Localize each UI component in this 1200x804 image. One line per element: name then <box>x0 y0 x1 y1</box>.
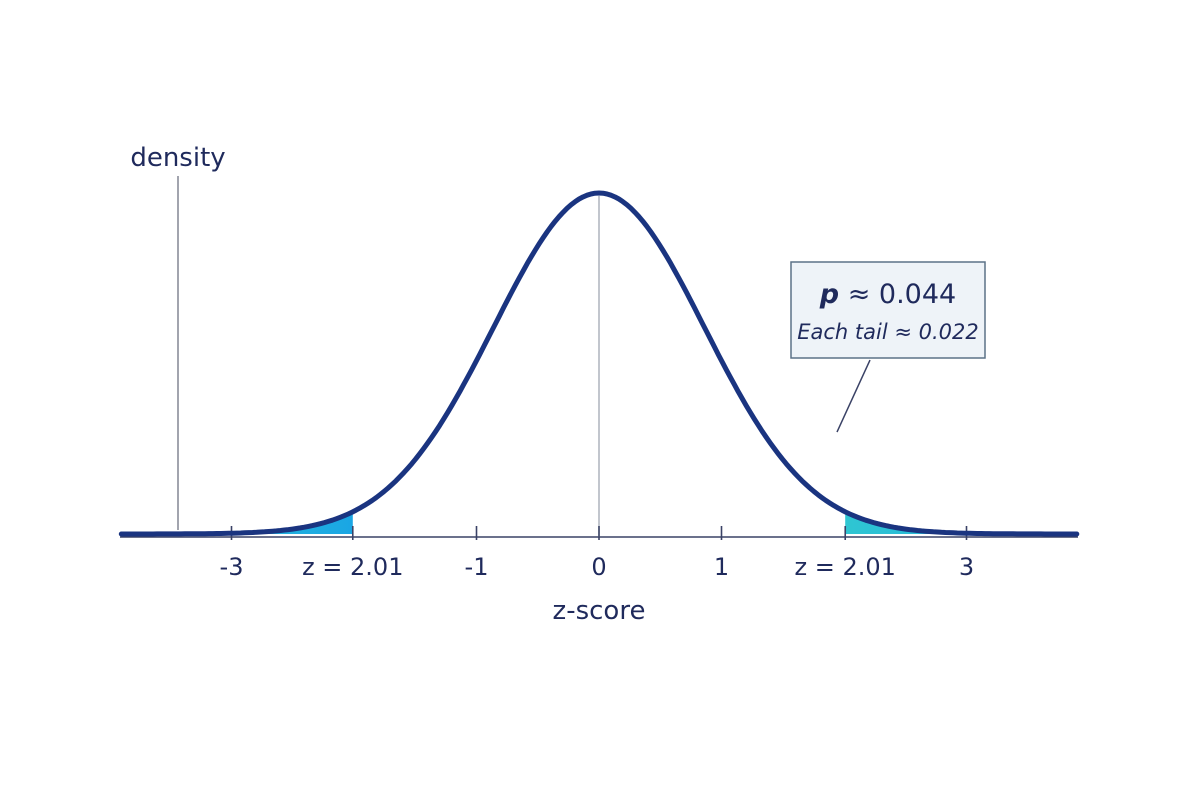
x-axis-title: z-score <box>553 596 646 626</box>
p-value-label: p ≈ 0.044 <box>819 279 956 310</box>
p-symbol: p <box>819 279 839 310</box>
x-tick-label: -3 <box>220 553 244 581</box>
x-tick-label: -1 <box>465 553 489 581</box>
x-tick-label: z = 2.01 <box>795 553 896 581</box>
x-tick-label: 1 <box>714 553 729 581</box>
x-tick-label: 0 <box>591 553 606 581</box>
x-tick-label: 3 <box>959 553 974 581</box>
y-axis-title: density <box>130 143 225 173</box>
annotation-box <box>790 261 986 359</box>
tail-area-label: Each tail ≈ 0.022 <box>797 320 979 344</box>
density-curve <box>118 190 1080 537</box>
p-value-annotation: p ≈ 0.044 Each tail ≈ 0.022 <box>790 261 986 433</box>
right-tail-area <box>845 511 1077 534</box>
left-tail-area <box>121 511 353 534</box>
p-value-text: ≈ 0.044 <box>839 279 956 310</box>
x-tick-label: z = 2.01 <box>302 553 403 581</box>
annotation-leader-line <box>836 359 871 433</box>
